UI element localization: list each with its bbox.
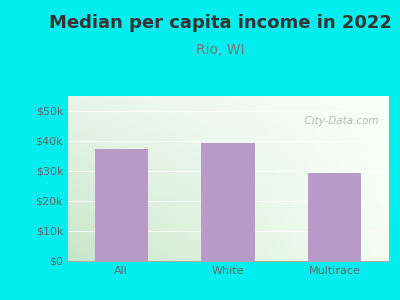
Text: Median per capita income in 2022: Median per capita income in 2022 bbox=[48, 14, 392, 32]
Bar bbox=[95, 148, 148, 261]
Text: City-Data.com: City-Data.com bbox=[298, 116, 378, 126]
Bar bbox=[308, 172, 361, 261]
Bar bbox=[201, 142, 255, 261]
Text: Rio, WI: Rio, WI bbox=[196, 44, 244, 58]
